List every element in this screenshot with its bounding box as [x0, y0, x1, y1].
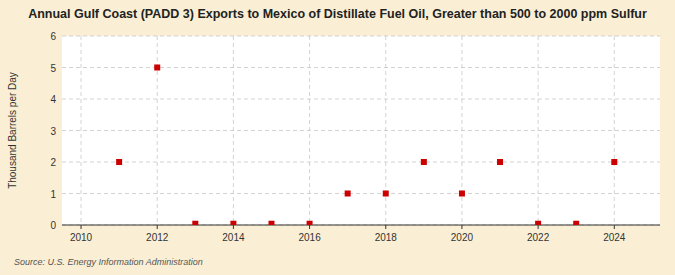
grid: [62, 36, 660, 225]
y-tick-label: 1: [50, 189, 56, 200]
point: [345, 191, 351, 197]
x-tick-label: 2016: [298, 232, 321, 243]
point: [383, 191, 389, 197]
x-grid-line: [233, 36, 234, 225]
y-tick-label: 5: [50, 63, 56, 74]
y-tick-label: 2: [50, 157, 56, 168]
point: [230, 221, 236, 225]
x-tick-label: 2010: [70, 232, 93, 243]
x-tick-mark: [385, 225, 386, 229]
x-grid-line: [538, 36, 539, 225]
x-tick-label: 2024: [603, 232, 626, 243]
point: [535, 221, 541, 225]
plot-area: [62, 36, 660, 225]
y-grid-line: [62, 99, 660, 100]
x-grid-line: [385, 36, 386, 225]
y-tick-label: 4: [50, 94, 56, 105]
point: [497, 159, 503, 165]
y-grid-line: [62, 36, 660, 37]
x-tick-mark: [538, 225, 539, 229]
point: [459, 191, 465, 197]
y-tick-label: 3: [50, 126, 56, 137]
x-tick-label: 2022: [527, 232, 550, 243]
y-tick-label: 6: [50, 31, 56, 42]
source-note: Source: U.S. Energy Information Administ…: [14, 257, 203, 267]
x-tick-mark: [461, 225, 462, 229]
chart: Annual Gulf Coast (PADD 3) Exports to Me…: [0, 0, 675, 275]
point: [611, 159, 617, 165]
x-tick-mark: [614, 225, 615, 229]
point: [573, 221, 579, 225]
y-grid-line: [62, 225, 660, 226]
x-tick-mark: [81, 225, 82, 229]
y-axis-label: Thousand Barrels per Day: [7, 72, 18, 189]
background: [0, 0, 675, 275]
x-tick-label: 2012: [146, 232, 169, 243]
title-line: Annual Gulf Coast (PADD 3) Exports to Me…: [28, 7, 647, 21]
point: [116, 159, 122, 165]
y-grid-line: [62, 67, 660, 68]
x-tick-label: 2020: [451, 232, 474, 243]
x-grid-line: [309, 36, 310, 225]
title: Annual Gulf Coast (PADD 3) Exports to Me…: [28, 7, 647, 21]
x-tick-mark: [157, 225, 158, 229]
point: [154, 65, 160, 71]
y-grid-line: [62, 193, 660, 194]
y-grid-line: [62, 130, 660, 131]
axes: 0 1 2 3 4 5 6 2010 2012 2014 2016 2018 2020 2022 2024: [50, 31, 660, 243]
point: [192, 221, 198, 225]
x-axis-line: [62, 225, 660, 226]
point: [421, 159, 427, 165]
x-tick-mark: [309, 225, 310, 229]
x-tick-mark: [233, 225, 234, 229]
point: [268, 221, 274, 225]
x-grid-line: [461, 36, 462, 225]
x-grid-line: [614, 36, 615, 225]
point: [307, 221, 313, 225]
x-tick-label: 2018: [375, 232, 398, 243]
y-grid-line: [62, 162, 660, 163]
x-grid-line: [81, 36, 82, 225]
points: [116, 65, 617, 226]
x-tick-label: 2014: [222, 232, 245, 243]
y-tick-label: 0: [50, 220, 56, 231]
x-grid-line: [157, 36, 158, 225]
